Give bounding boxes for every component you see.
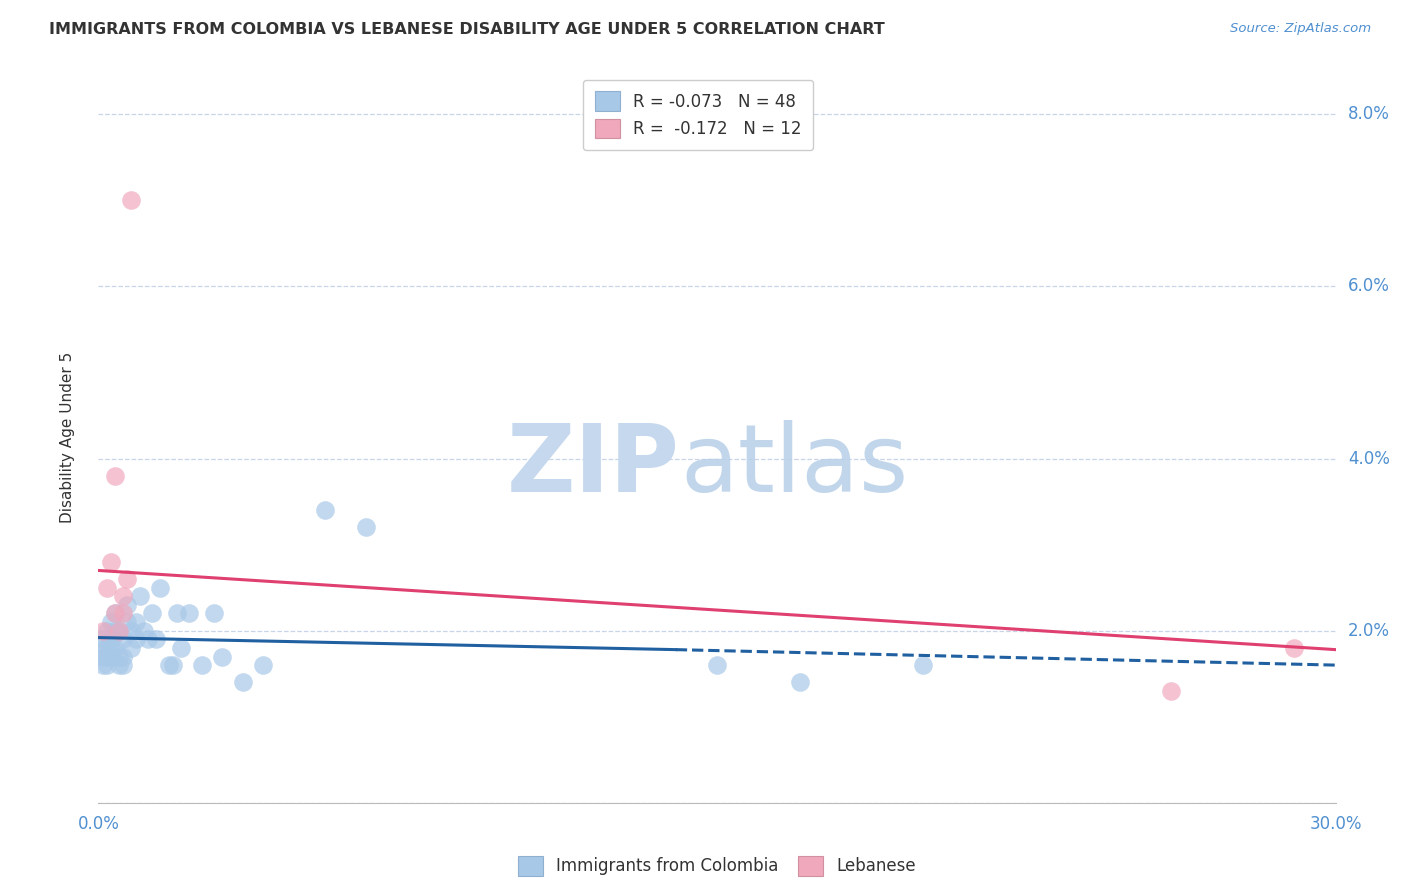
Point	[149, 581, 172, 595]
Point	[100, 555, 122, 569]
Point	[124, 632, 146, 647]
Point	[170, 640, 193, 655]
Point	[314, 503, 336, 517]
Point	[91, 649, 114, 664]
Point	[112, 632, 135, 647]
Point	[252, 658, 274, 673]
Point	[104, 607, 127, 621]
Point	[179, 607, 201, 621]
Legend: Immigrants from Colombia, Lebanese: Immigrants from Colombia, Lebanese	[510, 850, 924, 882]
Point	[104, 607, 127, 621]
Text: IMMIGRANTS FROM COLOMBIA VS LEBANESE DISABILITY AGE UNDER 5 CORRELATION CHART: IMMIGRANTS FROM COLOMBIA VS LEBANESE DIS…	[49, 22, 884, 37]
Text: 6.0%: 6.0%	[1348, 277, 1391, 295]
Point	[120, 624, 142, 638]
Point	[104, 468, 127, 483]
Point	[91, 632, 114, 647]
Point	[132, 624, 155, 638]
Point	[117, 572, 139, 586]
Point	[157, 658, 180, 673]
Text: ZIP: ZIP	[508, 420, 681, 512]
Point	[104, 624, 127, 638]
Point	[211, 649, 233, 664]
Point	[100, 632, 122, 647]
Point	[120, 194, 142, 208]
Point	[789, 675, 811, 690]
Point	[202, 607, 225, 621]
Point	[100, 615, 122, 629]
Point	[117, 598, 139, 612]
Text: Source: ZipAtlas.com: Source: ZipAtlas.com	[1230, 22, 1371, 36]
Point	[112, 589, 135, 603]
Point	[100, 649, 122, 664]
Point	[162, 658, 184, 673]
Point	[108, 624, 131, 638]
Point	[1284, 640, 1306, 655]
Point	[96, 658, 118, 673]
Point	[145, 632, 167, 647]
Point	[112, 649, 135, 664]
Point	[128, 589, 150, 603]
Point	[166, 607, 188, 621]
Point	[120, 640, 142, 655]
Point	[96, 640, 118, 655]
Point	[100, 640, 122, 655]
Point	[112, 658, 135, 673]
Point	[91, 658, 114, 673]
Point	[108, 624, 131, 638]
Point	[136, 632, 159, 647]
Point	[91, 640, 114, 655]
Y-axis label: Disability Age Under 5: Disability Age Under 5	[60, 351, 75, 523]
Text: atlas: atlas	[681, 420, 908, 512]
Point	[108, 649, 131, 664]
Point	[356, 520, 378, 534]
Point	[706, 658, 728, 673]
Point	[104, 640, 127, 655]
Text: 8.0%: 8.0%	[1348, 105, 1391, 123]
Text: 4.0%: 4.0%	[1348, 450, 1391, 467]
Point	[124, 615, 146, 629]
Point	[91, 624, 114, 638]
Point	[232, 675, 254, 690]
Point	[96, 624, 118, 638]
Point	[108, 658, 131, 673]
Point	[912, 658, 935, 673]
Point	[141, 607, 163, 621]
Point	[1160, 684, 1182, 698]
Text: 2.0%: 2.0%	[1348, 622, 1391, 640]
Point	[112, 607, 135, 621]
Point	[117, 615, 139, 629]
Point	[190, 658, 212, 673]
Point	[96, 649, 118, 664]
Point	[96, 581, 118, 595]
